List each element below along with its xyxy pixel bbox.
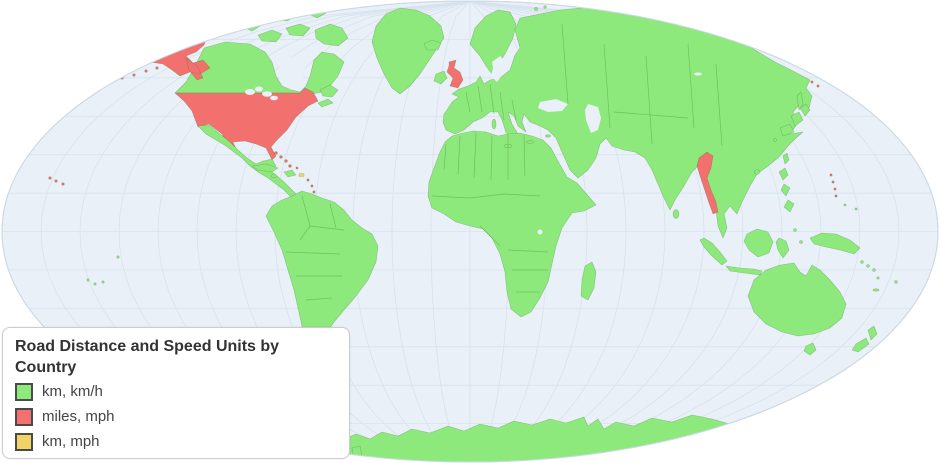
black-sea	[538, 99, 568, 112]
caspian-sea	[585, 104, 601, 133]
region-bering-islands[interactable]	[810, 80, 820, 88]
region-tasmania[interactable]	[803, 342, 817, 356]
lakes-layer	[245, 56, 702, 235]
lake-baikal	[694, 72, 702, 76]
great-lake	[262, 91, 272, 97]
region-mexico-central-america[interactable]	[197, 124, 297, 199]
region-united-states[interactable]	[174, 87, 319, 161]
region-hawaii[interactable]	[48, 176, 65, 186]
legend-swatch-yellow	[15, 432, 33, 451]
great-lake	[255, 86, 263, 92]
region-sakhalin[interactable]	[796, 91, 804, 111]
region-africa[interactable]	[427, 130, 597, 318]
lake-victoria	[537, 229, 543, 235]
region-myanmar[interactable]	[696, 151, 719, 215]
region-newfoundland[interactable]	[319, 84, 339, 98]
region-philippines[interactable]	[778, 167, 795, 213]
great-lake	[270, 95, 278, 101]
region-hispaniola[interactable]	[283, 169, 297, 178]
hudson-bay	[278, 56, 306, 90]
legend-card: Road Distance and Speed Units by Country…	[2, 327, 350, 459]
region-borneo[interactable]	[743, 228, 774, 258]
legend-item-miles-mph[interactable]: miles, mph	[15, 407, 337, 426]
region-new-zealand[interactable]	[851, 325, 878, 353]
legend-swatch-red	[15, 407, 33, 426]
region-iceland[interactable]	[423, 39, 442, 51]
country-borders	[285, 23, 723, 301]
region-ireland[interactable]	[433, 70, 448, 85]
region-eurasia[interactable]	[442, 5, 813, 239]
region-jamaica[interactable]	[270, 174, 278, 178]
baltic-sea	[491, 56, 506, 82]
legend-label: km, mph	[42, 433, 100, 450]
legend-item-km-mph[interactable]: km, mph	[15, 432, 337, 451]
region-madagascar[interactable]	[580, 261, 597, 301]
region-cuba[interactable]	[251, 163, 279, 173]
legend-label: km, km/h	[42, 383, 103, 400]
region-united-kingdom[interactable]	[446, 59, 464, 89]
region-sri-lanka[interactable]	[672, 209, 680, 219]
great-lake	[245, 89, 255, 95]
legend-swatch-green	[15, 382, 33, 401]
region-scandinavia[interactable]	[469, 9, 517, 75]
region-sumatra[interactable]	[699, 237, 728, 266]
region-taiwan[interactable]	[782, 152, 790, 165]
region-svalbard[interactable]	[534, 5, 547, 11]
region-turks-caicos[interactable]	[295, 166, 299, 170]
region-australia[interactable]	[747, 262, 847, 337]
region-antarctica-islet[interactable]	[351, 445, 363, 460]
region-mediterranean-islands[interactable]	[491, 118, 551, 149]
region-guam-marianas[interactable]	[829, 173, 838, 198]
region-moluccas[interactable]	[793, 228, 803, 244]
region-hainan[interactable]	[754, 169, 760, 175]
region-new-guinea[interactable]	[809, 232, 861, 255]
region-sulawesi[interactable]	[775, 237, 790, 259]
legend-label: miles, mph	[42, 408, 115, 425]
region-melanesia[interactable]	[860, 260, 898, 292]
region-nova-scotia[interactable]	[317, 98, 334, 108]
region-puerto-rico[interactable]	[298, 173, 305, 177]
region-japan[interactable]	[773, 103, 811, 142]
legend-item-km-kmh[interactable]: km, km/h	[15, 382, 337, 401]
legend-title: Road Distance and Speed Units by Country	[15, 338, 280, 376]
region-java[interactable]	[725, 265, 763, 276]
region-bahamas[interactable]	[274, 151, 292, 168]
region-polynesia[interactable]	[86, 203, 858, 286]
